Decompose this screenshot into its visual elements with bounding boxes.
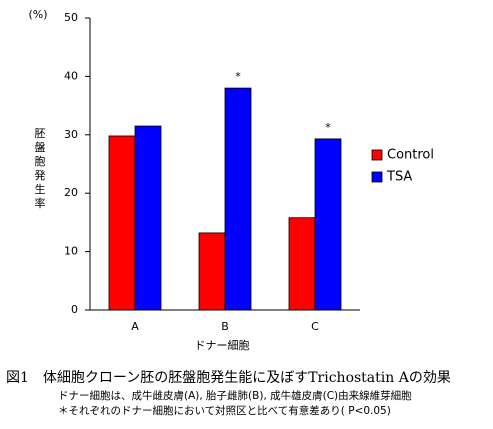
legend-label: TSA: [386, 170, 412, 185]
y-axis-label-char: 胞: [35, 155, 46, 168]
caption: 図1 体細胞クローン胚の胚盤胞発生能に及ぼすTrichostatin Aの効果: [6, 370, 451, 386]
note: ドナー細胞は、成牛雌皮膚(A), 胎子雌肺(B), 成牛雄皮膚(C)由来線維芽細…: [58, 389, 412, 402]
x-tick-label: A: [131, 320, 139, 333]
x-tick-label: B: [221, 320, 229, 333]
legend-label: Control: [387, 148, 434, 163]
y-tick-label: 30: [64, 128, 78, 141]
y-tick-label: 50: [64, 11, 78, 24]
bar: [198, 232, 226, 311]
note: ＊それぞれのドナー細胞において対照区と比べて有意差あり( P<0.05): [58, 404, 391, 417]
x-tick-label: C: [311, 320, 319, 333]
y-unit: (%): [28, 8, 47, 21]
y-axis-label-char: 盤: [35, 141, 46, 154]
y-tick-label: 0: [71, 303, 78, 316]
y-tick-label: 20: [64, 186, 78, 199]
bar: [224, 87, 252, 311]
annotation: *: [235, 70, 241, 83]
y-tick-label: 40: [64, 69, 78, 82]
y-axis-label-char: 率: [35, 196, 46, 210]
bar: [314, 138, 342, 311]
y-tick-label: 10: [64, 245, 78, 258]
y-axis-label-char: 発: [35, 168, 46, 182]
bar: [108, 135, 136, 311]
x-axis-label: ドナー細胞: [195, 339, 250, 352]
annotation: *: [325, 121, 331, 134]
bar: [134, 125, 162, 311]
legend-swatch: [371, 171, 383, 183]
legend-swatch: [371, 149, 383, 161]
y-axis-label-char: 生: [35, 182, 46, 196]
bar: [288, 217, 316, 311]
y-axis-label-char: 胚: [35, 127, 46, 140]
